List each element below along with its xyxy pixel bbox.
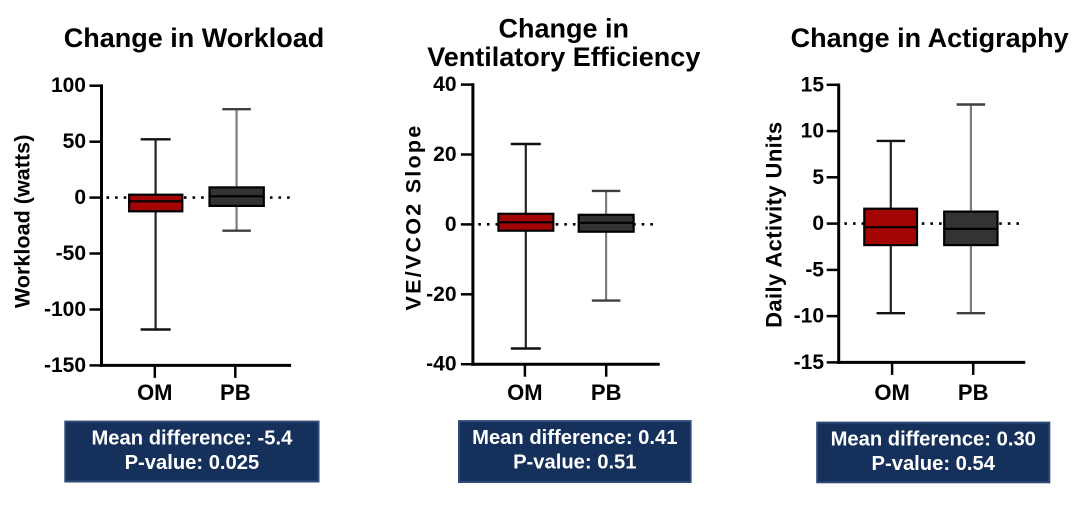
svg-text:100: 100 [51,74,86,97]
svg-text:Change in Actigraphy: Change in Actigraphy [791,23,1069,53]
svg-text:-100: -100 [44,298,86,321]
svg-text:Ventilatory Efficiency: Ventilatory Efficiency [427,42,700,72]
svg-text:0: 0 [74,186,86,209]
svg-text:P-value: 0.51: P-value: 0.51 [513,451,636,473]
svg-text:Change in: Change in [499,14,630,44]
svg-text:P-value: 0.025: P-value: 0.025 [125,452,260,474]
svg-text:-20: -20 [426,283,456,306]
svg-text:-150: -150 [44,354,86,377]
svg-text:-5: -5 [805,258,824,281]
svg-text:-10: -10 [794,305,824,328]
svg-text:10: 10 [801,120,824,143]
svg-text:-50: -50 [56,242,86,265]
svg-text:Mean difference: -5.4: Mean difference: -5.4 [91,428,293,450]
svg-text:Change in Workload: Change in Workload [64,23,325,53]
svg-text:-40: -40 [426,353,456,376]
svg-text:15: 15 [801,73,825,96]
svg-text:OM: OM [137,380,172,405]
svg-text:OM: OM [507,380,542,405]
svg-text:VE/VCO2 Slope: VE/VCO2 Slope [401,124,426,311]
svg-text:20: 20 [433,143,456,166]
svg-text:Daily Activity Units: Daily Activity Units [762,121,787,327]
svg-text:P-value: 0.54: P-value: 0.54 [872,453,996,475]
svg-text:0: 0 [445,213,457,236]
svg-text:40: 40 [433,73,456,96]
svg-text:PB: PB [958,380,989,405]
svg-text:-15: -15 [794,351,825,374]
svg-text:Workload (watts): Workload (watts) [10,135,35,309]
svg-text:50: 50 [63,130,86,153]
svg-text:OM: OM [874,380,909,405]
svg-text:5: 5 [812,166,824,189]
svg-text:PB: PB [591,380,622,405]
svg-text:0: 0 [812,212,824,235]
svg-text:Mean difference: 0.30: Mean difference: 0.30 [831,429,1036,451]
svg-text:PB: PB [220,380,251,405]
svg-text:Mean difference: 0.41: Mean difference: 0.41 [472,427,677,449]
